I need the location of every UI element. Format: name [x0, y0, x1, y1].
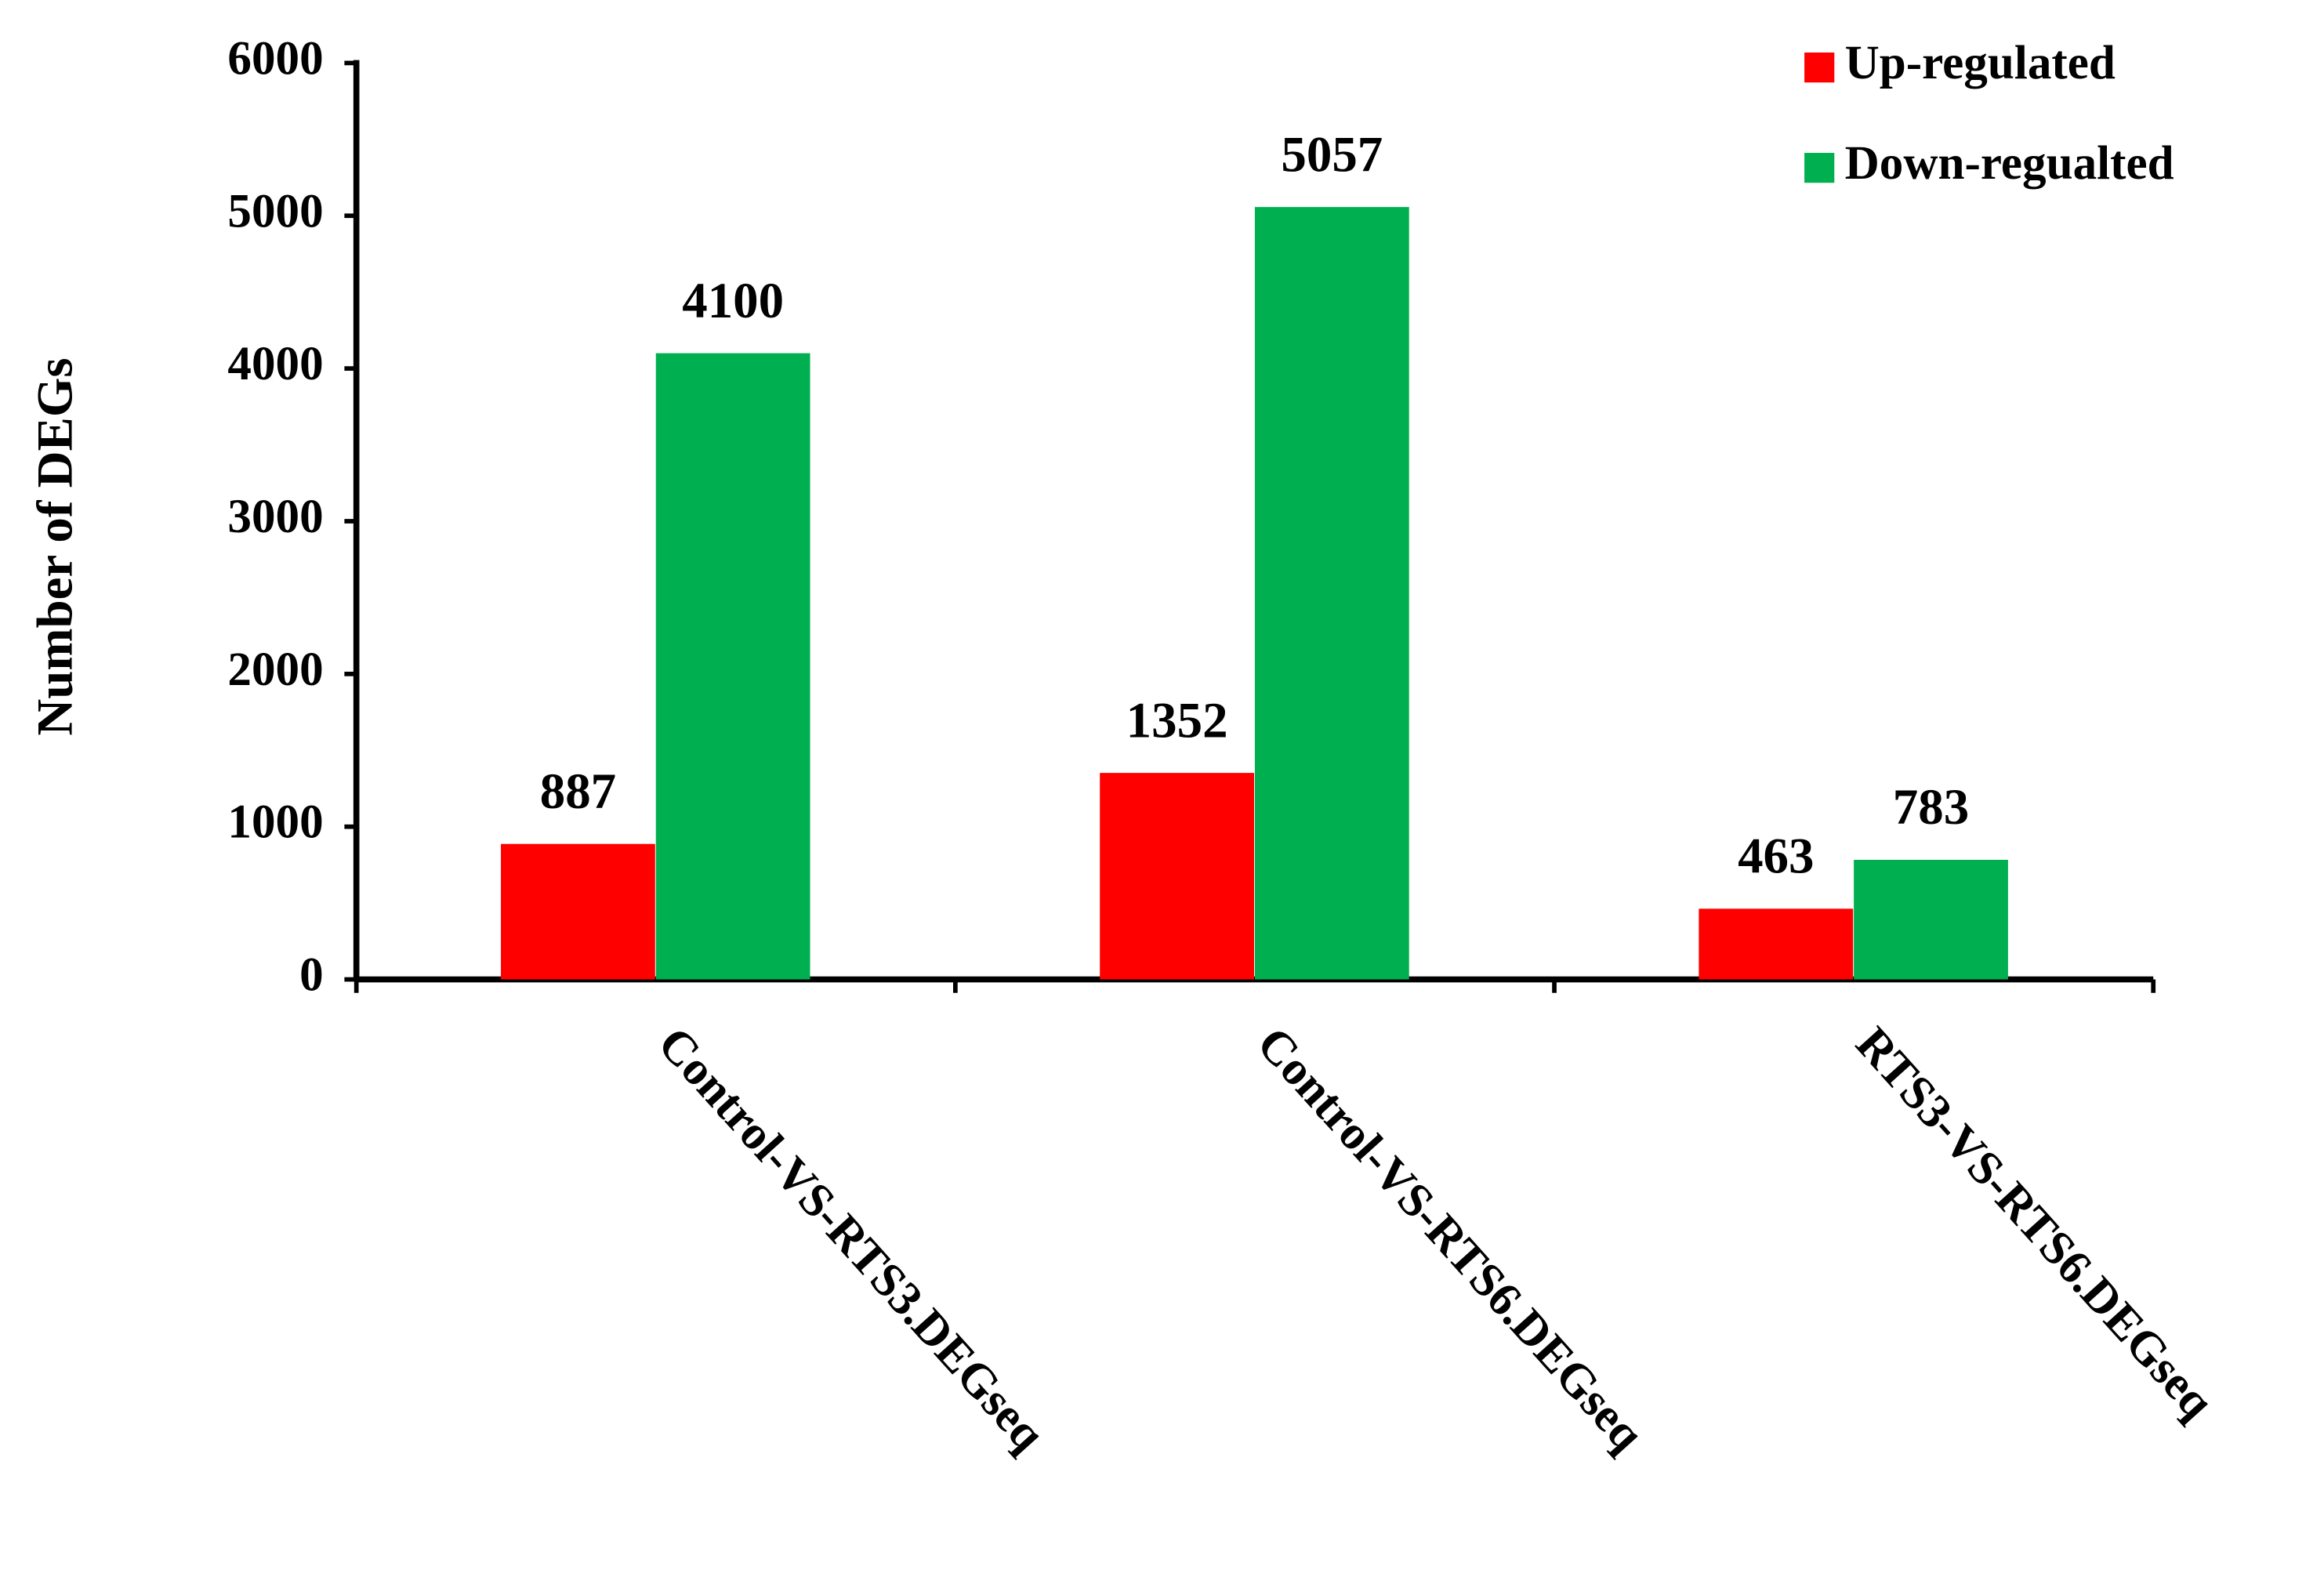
bar: [1699, 908, 1854, 980]
value-label: 783: [1893, 779, 1969, 836]
x-tick-label: RTS3-VS-RTS6.DEGseq: [1846, 1017, 2224, 1429]
x-tick-label: Control-VS-RTS3.DEGseq: [647, 1017, 1054, 1461]
bar: [655, 353, 810, 980]
legend-label: Up-regulated: [1845, 37, 2116, 89]
value-label: 5057: [1281, 126, 1383, 183]
y-tick-label: 2000: [227, 643, 323, 696]
value-label: 4100: [682, 273, 784, 329]
value-label: 887: [540, 763, 616, 820]
y-tick-label: 3000: [227, 491, 323, 543]
y-tick-label: 0: [299, 949, 324, 1002]
x-tick-label: Control-VS-RTS6.DEGseq: [1247, 1017, 1654, 1461]
bar: [1854, 860, 2008, 980]
y-axis-label: Number of DEGs: [27, 357, 83, 735]
bar: [1100, 773, 1254, 980]
y-tick-label: 4000: [227, 338, 323, 390]
bar: [501, 843, 655, 980]
bar: [1254, 207, 1409, 980]
value-label: 463: [1738, 828, 1814, 885]
legend-swatch: [1804, 153, 1835, 183]
legend-label: Down-regualted: [1845, 137, 2174, 190]
y-tick-label: 5000: [227, 185, 323, 237]
value-label: 1352: [1126, 692, 1228, 749]
legend-swatch: [1804, 53, 1835, 83]
y-tick-label: 6000: [227, 32, 323, 85]
y-tick-label: 1000: [227, 796, 323, 849]
